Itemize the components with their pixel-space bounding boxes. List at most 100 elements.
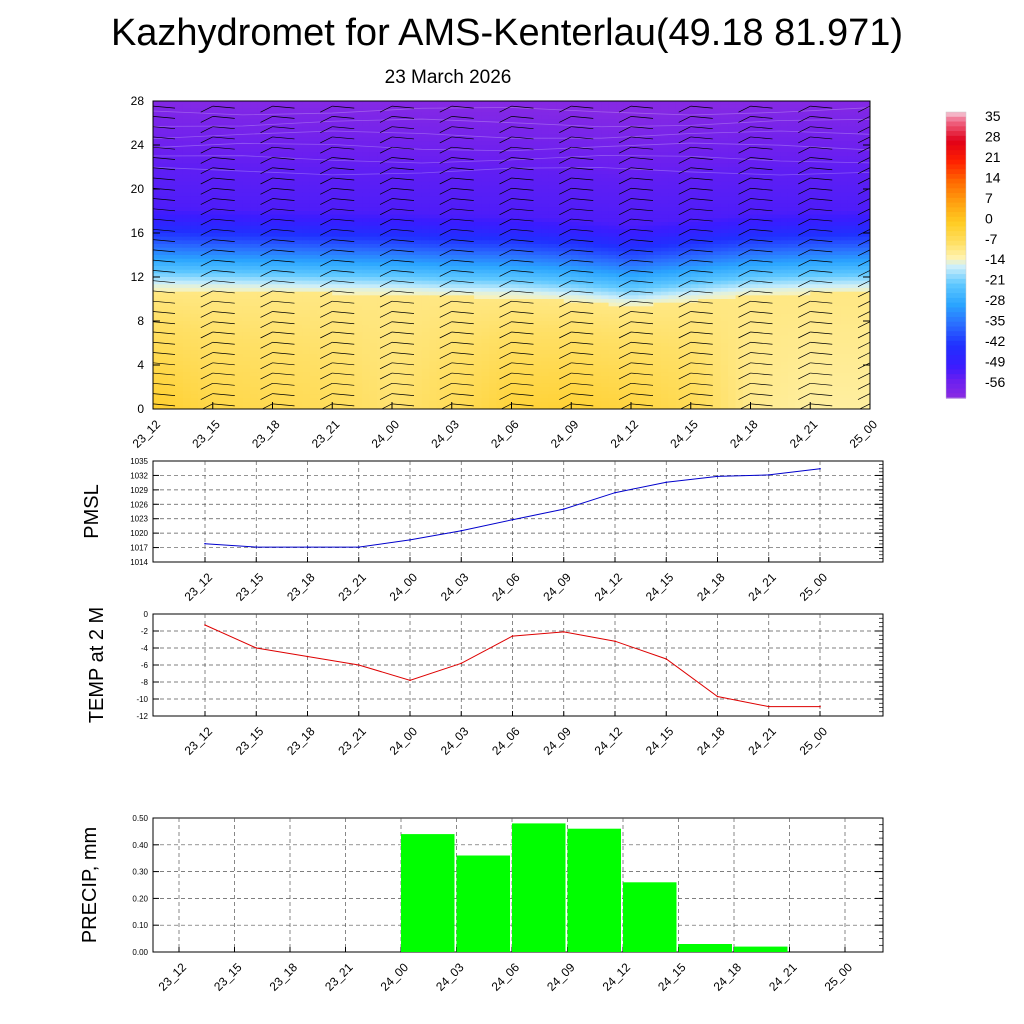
heatmap-cell xyxy=(556,192,565,197)
heatmap-cell xyxy=(160,247,169,252)
heatmap-cell xyxy=(518,123,528,128)
heatmap-cell xyxy=(571,101,580,106)
heatmap-cell xyxy=(436,104,445,109)
heatmap-cell xyxy=(332,178,341,183)
heatmap-cell xyxy=(339,247,348,252)
heatmap-cell xyxy=(309,368,318,373)
heatmap-cell xyxy=(451,401,460,406)
heatmap-cell xyxy=(548,126,557,131)
heatmap-cell xyxy=(414,266,423,271)
heatmap-cell xyxy=(444,236,453,241)
heatmap-cell xyxy=(309,170,318,175)
heatmap-cell xyxy=(466,383,475,388)
heatmap-cell xyxy=(332,302,341,307)
heatmap-cell xyxy=(369,394,378,399)
heatmap-cell xyxy=(563,247,572,252)
heatmap-cell xyxy=(167,365,177,370)
heatmap-cell xyxy=(175,203,184,208)
heatmap-cell xyxy=(227,251,236,256)
heatmap-cell xyxy=(369,313,378,318)
heatmap-cell xyxy=(205,328,214,333)
heatmap-cell xyxy=(481,295,490,300)
heatmap-cell xyxy=(593,152,602,157)
heatmap-cell xyxy=(533,306,542,311)
heatmap-cell xyxy=(324,383,333,388)
heatmap-cell xyxy=(466,346,475,351)
heatmap-cell xyxy=(384,401,393,406)
heatmap-cell xyxy=(451,137,460,142)
heatmap-cell xyxy=(272,368,281,373)
heatmap-cell xyxy=(466,398,475,403)
heatmap-cell xyxy=(511,280,520,285)
heatmap-cell xyxy=(197,247,206,252)
heatmap-cell xyxy=(354,189,363,194)
heatmap-cell xyxy=(257,225,266,230)
heatmap-cell xyxy=(384,236,393,241)
heatmap-cell xyxy=(205,101,214,106)
heatmap-cell xyxy=(578,108,587,113)
heatmap-cell xyxy=(563,302,572,307)
heatmap-cell xyxy=(489,372,498,377)
heatmap-cell xyxy=(235,339,244,344)
heatmap-cell xyxy=(392,148,401,153)
heatmap-cell xyxy=(250,295,259,300)
heatmap-cell xyxy=(392,112,401,117)
heatmap-cell xyxy=(153,277,162,282)
heatmap-cell xyxy=(466,387,475,392)
heatmap-cell xyxy=(459,262,468,267)
heatmap-cell xyxy=(265,130,274,135)
heatmap-cell xyxy=(272,115,281,120)
heatmap-cell xyxy=(459,112,468,117)
heatmap-cell xyxy=(571,240,580,245)
heatmap-cell xyxy=(190,211,199,216)
heatmap-cell xyxy=(153,354,162,359)
heatmap-cell xyxy=(504,174,513,179)
heatmap-cell xyxy=(436,295,445,300)
heatmap-cell xyxy=(212,365,221,370)
heatmap-cell xyxy=(294,192,303,197)
heatmap-cell xyxy=(205,207,214,212)
heatmap-cell xyxy=(421,233,430,238)
heatmap-cell xyxy=(257,346,266,351)
heatmap-cell xyxy=(182,247,191,252)
heatmap-cell xyxy=(153,269,162,274)
heatmap-cell xyxy=(182,284,191,289)
heatmap-cell xyxy=(190,346,199,351)
heatmap-cell xyxy=(302,332,311,337)
heatmap-cell xyxy=(265,174,274,179)
heatmap-cell xyxy=(302,108,311,113)
heatmap-cell xyxy=(309,112,318,117)
heatmap-cell xyxy=(294,141,303,146)
heatmap-cell xyxy=(556,343,565,348)
heatmap-cell xyxy=(153,203,162,208)
heatmap-cell xyxy=(287,123,296,128)
heatmap-cell xyxy=(227,398,236,403)
heatmap-cell xyxy=(571,405,580,409)
heatmap-cell xyxy=(511,178,520,183)
heatmap-cell xyxy=(347,306,356,311)
heatmap-cell xyxy=(414,306,423,311)
heatmap-cell xyxy=(451,130,460,135)
heatmap-cell xyxy=(227,244,236,249)
heatmap-cell xyxy=(160,233,169,238)
heatmap-cell xyxy=(406,119,416,124)
heatmap-cell xyxy=(518,251,528,256)
heatmap-cell xyxy=(414,310,423,315)
heatmap-cell xyxy=(153,145,162,150)
heatmap-cell xyxy=(421,398,430,403)
heatmap-cell xyxy=(160,339,169,344)
heatmap-cell xyxy=(548,200,557,205)
heatmap-cell xyxy=(489,156,498,161)
heatmap-cell xyxy=(406,273,416,278)
heatmap-cell xyxy=(593,185,602,190)
heatmap-cell xyxy=(279,211,289,216)
heatmap-cell xyxy=(235,115,244,120)
heatmap-cell xyxy=(235,108,244,113)
heatmap-cell xyxy=(265,332,274,337)
heatmap-cell xyxy=(399,148,408,153)
heatmap-cell xyxy=(541,134,550,139)
heatmap-cell xyxy=(541,387,550,392)
heatmap-cell xyxy=(459,291,468,296)
heatmap-cell xyxy=(153,196,162,201)
heatmap-cell xyxy=(272,273,281,278)
